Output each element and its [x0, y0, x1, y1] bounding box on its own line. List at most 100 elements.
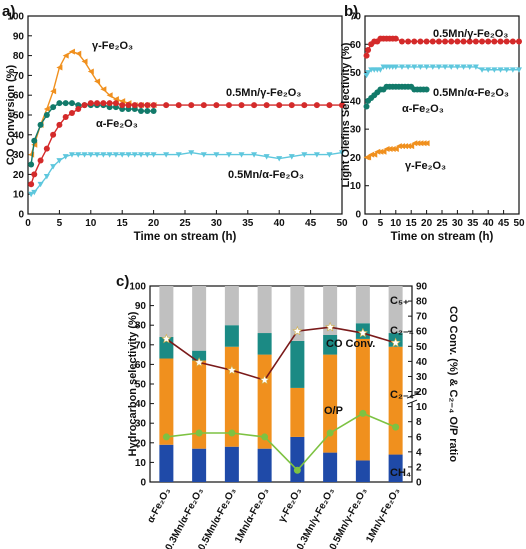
y-tick-label: 80 — [13, 51, 25, 62]
data-point — [288, 102, 295, 109]
data-point — [276, 102, 283, 109]
bar-group — [257, 286, 272, 482]
data-point — [380, 148, 387, 155]
y-tick-label: 0 — [140, 478, 146, 489]
data-point — [454, 38, 461, 45]
data-point — [100, 86, 107, 93]
data-point — [75, 50, 82, 57]
bar-segment — [355, 460, 370, 482]
panel-b-label: b) — [344, 3, 358, 20]
data-point — [466, 38, 473, 45]
overlay-series — [162, 409, 400, 474]
y-tick-label: 50 — [13, 111, 25, 122]
y-tick-label: 50 — [350, 68, 362, 79]
bar-segment — [355, 338, 370, 461]
data-point — [31, 137, 38, 144]
data-point — [389, 145, 396, 152]
right-tick-label: 60 — [416, 327, 428, 338]
panel-b: 0 5 10 15 20 25 30 35 40 45 50010203040506070Time … — [340, 12, 525, 244]
x-axis-label: Time on stream (h) — [134, 231, 237, 243]
data-point — [423, 64, 430, 70]
panel-c-label: c) — [116, 273, 129, 290]
data-point — [405, 143, 412, 150]
label-co-conv: CO Conv. — [326, 338, 375, 350]
y-tick-label: 100 — [129, 282, 146, 293]
data-point — [423, 38, 430, 45]
data-point — [112, 100, 119, 107]
data-point — [94, 100, 101, 107]
data-point — [138, 152, 145, 158]
bar-group — [355, 286, 370, 482]
bar-segment — [224, 446, 239, 482]
label-op: O/P — [324, 405, 343, 417]
label-alpha-fe2o3: α-Fe₂O₃ — [402, 103, 444, 115]
bar-segment — [323, 335, 338, 355]
y-tick-label: 20 — [135, 438, 147, 449]
data-point — [43, 173, 50, 180]
y-tick-label: 70 — [350, 12, 362, 23]
data-point — [125, 152, 132, 158]
data-point — [371, 151, 378, 158]
bar-segment — [224, 286, 239, 326]
data-point — [363, 103, 370, 110]
panel-c: α-Fe₂O₃0.3Mn/α-Fe₂O₃0.5Mn/α-Fe₂O₃1Mn/α-F… — [127, 282, 459, 549]
data-point — [213, 152, 220, 158]
stack-label-ch4: CH₄ — [390, 467, 411, 479]
data-point — [472, 38, 479, 45]
overlay-point — [161, 333, 172, 344]
y-tick-label: 40 — [135, 399, 147, 410]
x-tick-label: 10 — [85, 218, 97, 229]
data-point — [392, 35, 399, 42]
data-point — [398, 38, 405, 45]
data-point — [37, 121, 44, 128]
right-tick-label: 70 — [416, 312, 428, 323]
data-point — [497, 67, 504, 73]
data-point — [100, 100, 107, 107]
data-point — [28, 191, 35, 198]
data-point — [31, 171, 38, 178]
overlay-point — [226, 364, 237, 375]
x-tick-label: 50 — [513, 218, 525, 229]
overlay-point — [359, 409, 367, 417]
data-point — [150, 102, 157, 109]
x-tick-label: 0 — [25, 218, 31, 229]
data-point — [377, 67, 384, 73]
data-point — [119, 102, 126, 109]
x-tick-label: 5 — [378, 218, 384, 229]
x-tick-label: 35 — [242, 218, 254, 229]
data-point — [442, 38, 449, 45]
data-point — [125, 102, 132, 109]
overlay-point — [195, 429, 203, 437]
y-tick-label: 70 — [135, 340, 147, 351]
data-point — [87, 100, 94, 107]
right-tick-label: 40 — [416, 357, 428, 368]
data-point — [365, 154, 372, 161]
data-point — [200, 152, 207, 158]
data-point — [68, 152, 75, 158]
data-point — [485, 38, 492, 45]
data-point — [417, 38, 424, 45]
data-point — [50, 131, 57, 138]
data-point — [188, 102, 195, 109]
data-point — [374, 148, 381, 155]
data-point — [31, 189, 38, 196]
y-tick-label: 60 — [135, 360, 147, 371]
data-point — [448, 64, 455, 70]
right-tick-label: 90 — [416, 282, 428, 293]
bar-segment — [224, 325, 239, 347]
y-axis-label: CO Conversion (%) — [5, 65, 17, 166]
data-point — [411, 38, 418, 45]
data-point — [386, 145, 393, 152]
x-tick-label: 10 — [390, 218, 402, 229]
data-point — [313, 152, 320, 158]
data-point — [28, 181, 35, 188]
data-point — [485, 67, 492, 73]
bar-segment — [192, 286, 207, 351]
label-mn-alpha: 0.5Mn/α-Fe₂O₃ — [433, 87, 509, 99]
y-tick-label: 0 — [355, 210, 361, 221]
right-tick-label: 6 — [416, 432, 422, 443]
label-alpha-fe2o3: α-Fe₂O₃ — [96, 118, 138, 130]
bar-group — [388, 286, 403, 482]
data-point — [417, 140, 424, 147]
y-tick-label: 20 — [350, 153, 362, 164]
